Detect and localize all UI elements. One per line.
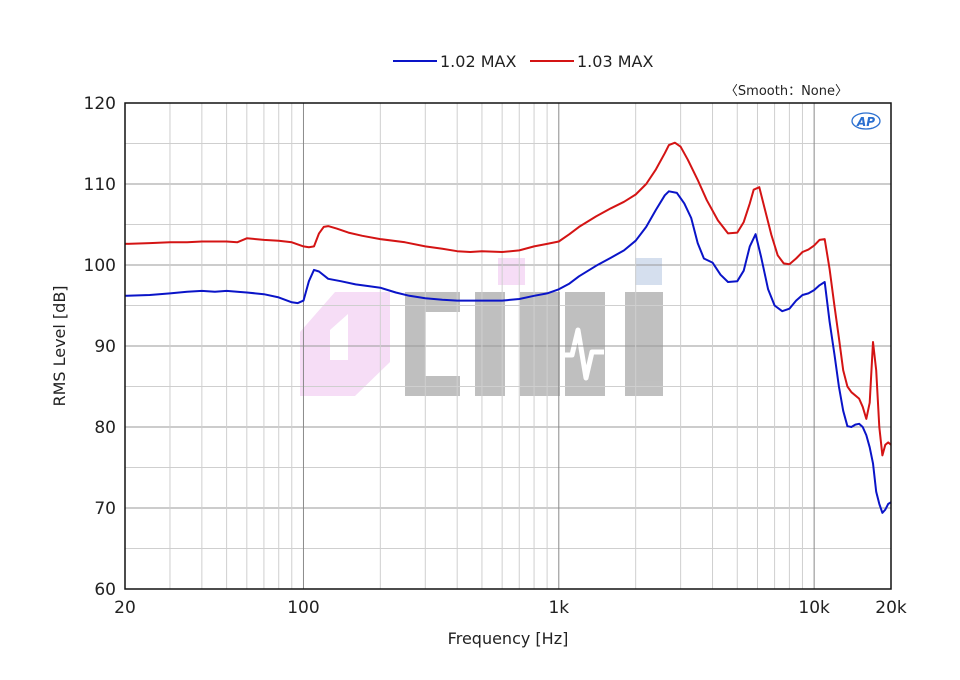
y-axis-label: RMS Level [dB] [50, 285, 69, 406]
x-tick-label: 100 [287, 598, 319, 618]
smoothing-annotation: 〈Smooth：None〉 [725, 84, 848, 99]
x-tick-label: 10k [798, 598, 830, 618]
legend-label-1-02: 1.02 MAX [440, 52, 516, 71]
ap-logo-text: AP [856, 115, 875, 129]
y-tick-label: 100 [84, 256, 116, 276]
y-tick-label: 110 [84, 175, 116, 195]
legend: 1.02 MAX 1.03 MAX [393, 52, 653, 71]
y-tick-label: 60 [94, 580, 116, 600]
legend-label-1-03: 1.03 MAX [577, 52, 653, 71]
plot-frame [124, 102, 892, 590]
grid-lines [125, 103, 891, 589]
x-tick-label: 20k [875, 598, 907, 618]
x-tick-label: 1k [548, 598, 569, 618]
watermark-logo [300, 258, 663, 396]
y-tick-label: 120 [84, 94, 116, 114]
y-tick-label: 70 [94, 499, 116, 519]
axis-ticks: 20 100 1k 10k 20k 60 70 80 90 100 110 120 [84, 94, 907, 618]
y-tick-label: 90 [94, 337, 116, 357]
series-line-1-02 [124, 190, 892, 514]
series-line-1-03 [124, 141, 892, 457]
y-tick-label: 80 [94, 418, 116, 438]
series-lines [124, 141, 892, 514]
x-axis-label: Frequency [Hz] [448, 629, 569, 648]
ap-logo: AP [851, 112, 881, 130]
x-tick-label: 20 [114, 598, 136, 618]
